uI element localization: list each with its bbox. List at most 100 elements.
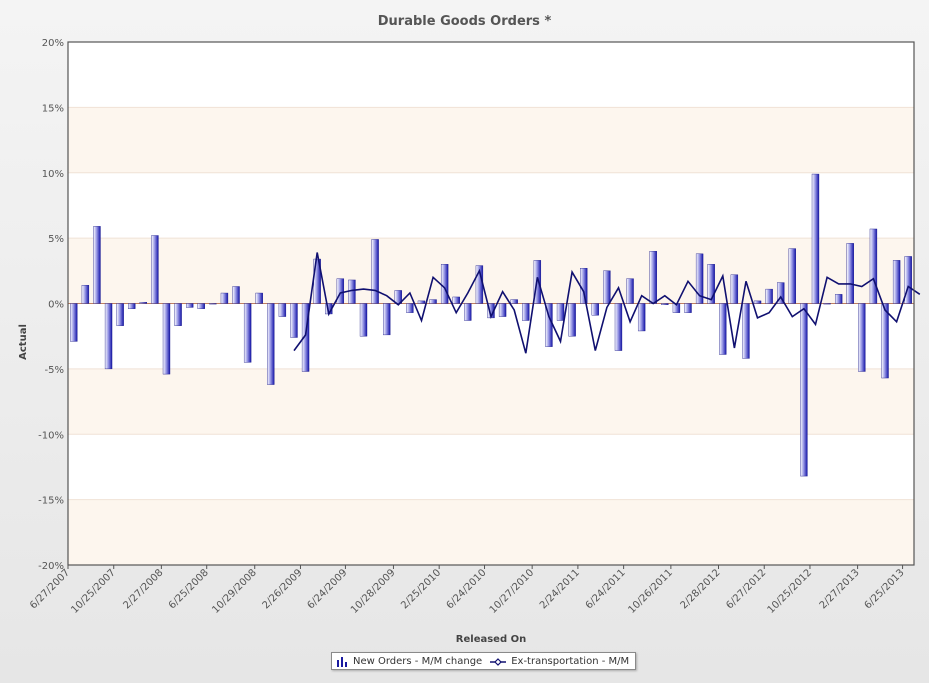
x-tick-label: 10/26/2011 (626, 567, 675, 616)
bar-new-orders[interactable] (151, 235, 159, 304)
bar-new-orders[interactable] (892, 260, 901, 304)
y-axis-label: Actual (18, 324, 29, 360)
y-tick-label: -10% (38, 430, 64, 441)
bar-new-orders[interactable] (383, 303, 391, 336)
bar-new-orders[interactable] (174, 303, 182, 326)
bar-new-orders[interactable] (359, 303, 368, 337)
bar-new-orders[interactable] (255, 292, 263, 304)
bar-new-orders[interactable] (498, 303, 507, 317)
bar-new-orders[interactable] (162, 303, 171, 375)
bar-new-orders[interactable] (128, 303, 136, 309)
bar-new-orders[interactable] (869, 228, 878, 304)
bar-new-orders[interactable] (637, 303, 646, 332)
bar-new-orders[interactable] (742, 303, 750, 359)
bar-new-orders[interactable] (417, 300, 426, 304)
bar-new-orders[interactable] (649, 250, 657, 304)
bar-new-orders[interactable] (719, 303, 727, 355)
x-tick-label: 6/27/2007 (28, 567, 72, 611)
x-tick-label: 10/25/2012 (766, 567, 815, 616)
y-tick-label: 5% (48, 234, 64, 245)
bar-new-orders[interactable] (846, 243, 854, 304)
y-tick-label: 15% (42, 103, 64, 114)
bar-new-orders[interactable] (81, 284, 90, 304)
x-tick-label: 2/25/2010 (399, 567, 443, 611)
bar-new-orders[interactable] (336, 278, 345, 304)
bar-new-orders[interactable] (603, 270, 611, 304)
x-tick-label: 2/27/2008 (121, 567, 165, 611)
bar-new-orders[interactable] (440, 264, 449, 304)
chart-title: Durable Goods Orders * (377, 14, 552, 29)
line-marker-icon (490, 657, 507, 666)
bar-new-orders[interactable] (800, 303, 808, 477)
bar-new-orders[interactable] (834, 294, 843, 304)
bar-new-orders[interactable] (730, 274, 739, 304)
bar-new-orders[interactable] (695, 253, 704, 304)
bar-new-orders[interactable] (209, 303, 217, 305)
bar-new-orders[interactable] (568, 303, 576, 337)
bar-new-orders[interactable] (614, 303, 623, 351)
bar-new-orders[interactable] (452, 296, 460, 304)
bar-new-orders[interactable] (684, 303, 692, 313)
bar-new-orders[interactable] (823, 303, 831, 305)
bar-new-orders[interactable] (753, 300, 762, 304)
bar-new-orders[interactable] (788, 248, 796, 304)
bar-new-orders[interactable] (394, 290, 402, 304)
bar-new-orders[interactable] (591, 303, 599, 316)
bar-new-orders[interactable] (777, 282, 785, 304)
bar-new-orders[interactable] (104, 303, 113, 370)
x-tick-label: 6/25/2013 (863, 567, 907, 611)
bar-new-orders[interactable] (186, 303, 194, 308)
x-tick-label: 10/27/2010 (488, 567, 537, 616)
bar-new-orders[interactable] (661, 303, 669, 306)
bar-new-orders[interactable] (556, 303, 565, 321)
bar-new-orders[interactable] (243, 303, 252, 363)
bar-new-orders[interactable] (626, 278, 634, 304)
bar-new-orders[interactable] (278, 303, 287, 317)
bar-new-orders[interactable] (765, 288, 773, 304)
y-tick-label: -20% (38, 561, 64, 572)
plot-frame (67, 41, 915, 566)
bar-new-orders[interactable] (197, 303, 205, 309)
legend-item-ex-transportation[interactable]: Ex-transportation - M/M (490, 656, 629, 667)
legend-label: Ex-transportation - M/M (511, 655, 630, 667)
bar-new-orders[interactable] (707, 264, 715, 304)
bar-new-orders[interactable] (464, 303, 472, 321)
legend-label: New Orders - M/M change (353, 655, 483, 667)
bar-new-orders[interactable] (301, 303, 310, 372)
bar-new-orders[interactable] (116, 303, 124, 326)
x-tick-label: 6/25/2008 (167, 567, 211, 611)
bar-new-orders[interactable] (232, 286, 240, 304)
bar-new-orders[interactable] (881, 303, 889, 379)
bar-new-orders[interactable] (522, 303, 530, 321)
bar-new-orders[interactable] (510, 299, 518, 304)
bar-new-orders[interactable] (371, 239, 379, 304)
bar-chart-icon (337, 656, 347, 667)
bar-new-orders[interactable] (904, 256, 912, 304)
bar-new-orders[interactable] (429, 299, 437, 304)
bar-new-orders[interactable] (70, 303, 78, 342)
bar-new-orders[interactable] (811, 173, 820, 304)
y-tick-label: 10% (42, 169, 64, 180)
bar-new-orders[interactable] (858, 303, 866, 372)
x-tick-label: 10/25/2007 (69, 567, 118, 616)
grid-band (68, 499, 914, 565)
bar-new-orders[interactable] (580, 267, 588, 304)
line-ex-transportation[interactable] (293, 252, 921, 354)
x-tick-label: 6/24/2009 (306, 567, 350, 611)
legend: New Orders - M/M change Ex-transportatio… (331, 652, 637, 670)
bar-new-orders[interactable] (406, 303, 414, 313)
bar-new-orders[interactable] (93, 226, 101, 304)
bar-new-orders[interactable] (267, 303, 275, 385)
x-tick-label: 2/26/2009 (261, 567, 305, 611)
bar-new-orders[interactable] (290, 303, 298, 338)
x-tick-label: 6/24/2010 (445, 567, 489, 611)
x-axis-label: Released On (456, 634, 526, 645)
bar-new-orders[interactable] (220, 292, 229, 304)
legend-item-new-orders[interactable]: New Orders - M/M change (336, 656, 482, 667)
bar-new-orders[interactable] (139, 301, 148, 304)
y-tick-label: 20% (42, 38, 64, 49)
x-tick-label: 10/28/2009 (349, 567, 398, 616)
x-tick-label: 2/24/2011 (538, 567, 582, 611)
